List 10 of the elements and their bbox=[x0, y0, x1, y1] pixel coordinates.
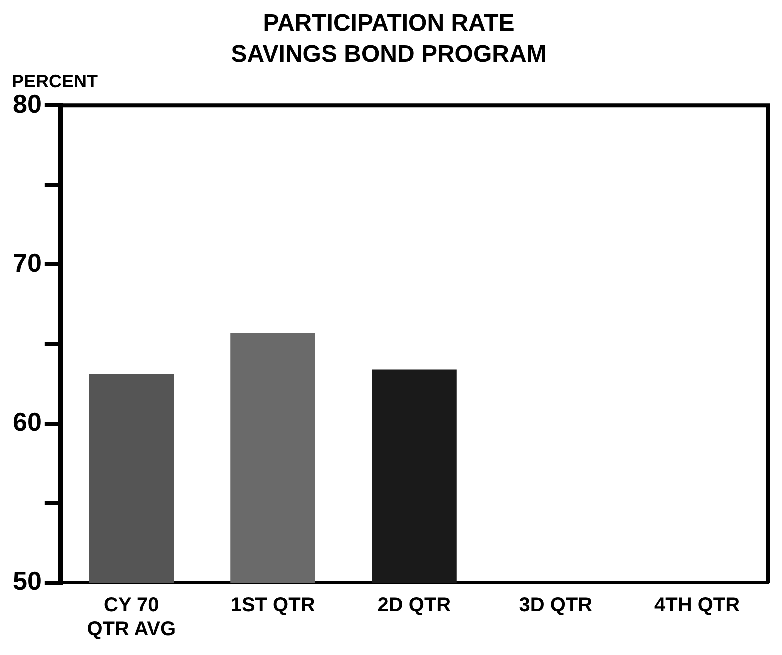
x-tick-label: 3D QTR bbox=[519, 594, 594, 617]
chart-subtitle: SAVINGS BOND PROGRAM bbox=[231, 40, 547, 68]
x-tick-label: 1ST QTR bbox=[230, 594, 316, 617]
y-tick-label: 70 bbox=[13, 248, 42, 278]
y-tick-label: 60 bbox=[13, 407, 42, 438]
x-tick-label: 2D QTR bbox=[378, 594, 452, 617]
y-tick-label: 50 bbox=[13, 566, 42, 596]
x-tick-label: 4TH QTR bbox=[654, 594, 741, 617]
chart-title: PARTICIPATION RATE bbox=[263, 10, 515, 38]
x-tick-label: CY 70 QTR AVG bbox=[87, 594, 176, 641]
